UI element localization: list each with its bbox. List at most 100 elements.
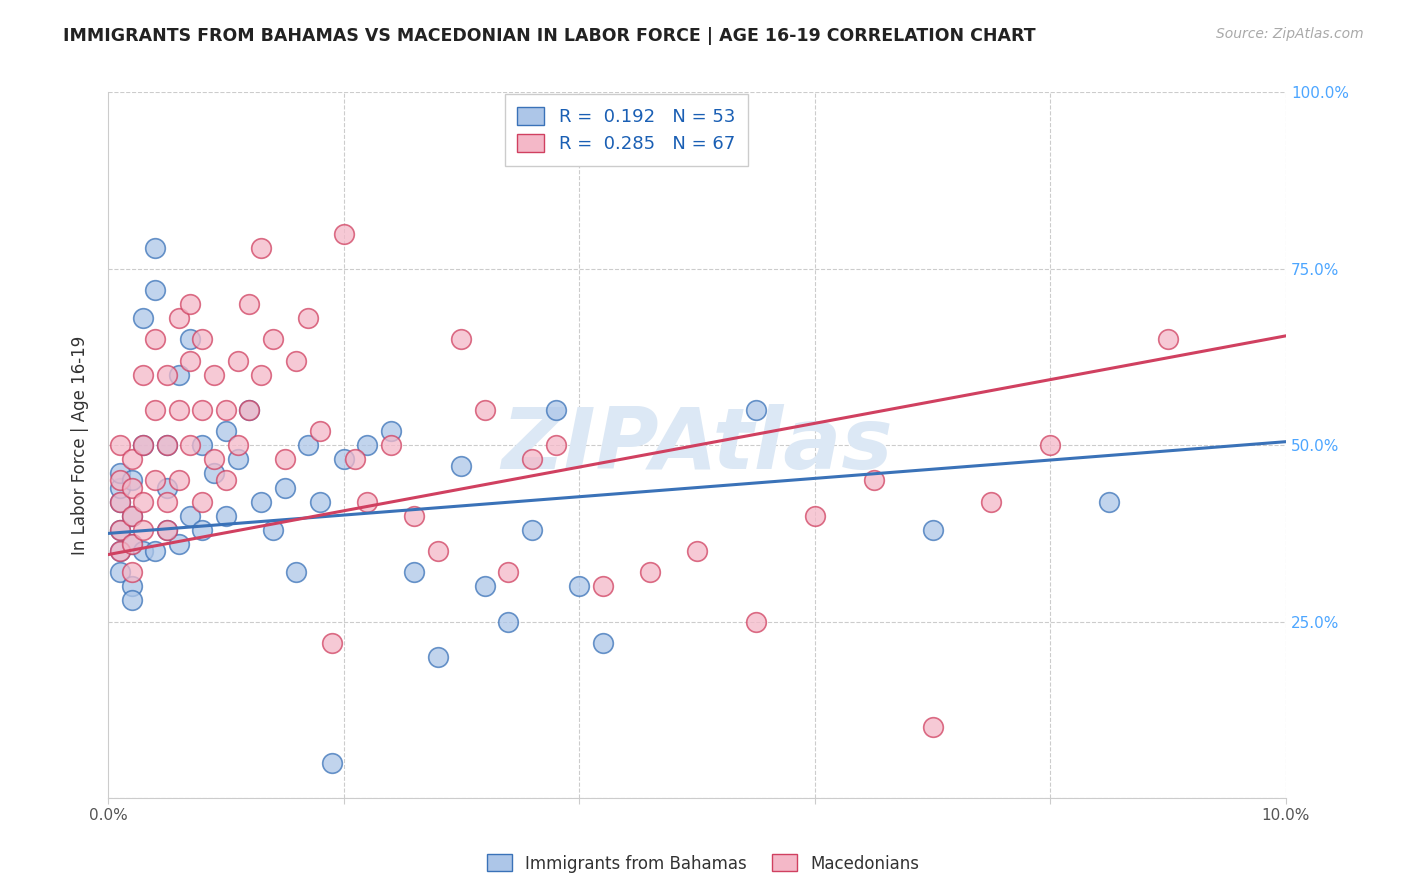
Point	[121, 481, 143, 495]
Point	[156, 523, 179, 537]
Point	[321, 756, 343, 770]
Point	[132, 544, 155, 558]
Point	[426, 649, 449, 664]
Point	[121, 566, 143, 580]
Point	[156, 438, 179, 452]
Point	[450, 332, 472, 346]
Point	[121, 593, 143, 607]
Point	[132, 438, 155, 452]
Point	[520, 523, 543, 537]
Point	[226, 353, 249, 368]
Point	[250, 494, 273, 508]
Point	[262, 332, 284, 346]
Point	[143, 332, 166, 346]
Point	[108, 523, 131, 537]
Point	[202, 467, 225, 481]
Point	[321, 636, 343, 650]
Point	[202, 368, 225, 382]
Point	[1098, 494, 1121, 508]
Point	[121, 452, 143, 467]
Point	[285, 566, 308, 580]
Point	[191, 332, 214, 346]
Point	[544, 438, 567, 452]
Point	[179, 508, 201, 523]
Point	[121, 474, 143, 488]
Point	[520, 452, 543, 467]
Point	[108, 494, 131, 508]
Point	[638, 566, 661, 580]
Point	[474, 579, 496, 593]
Point	[167, 403, 190, 417]
Point	[215, 508, 238, 523]
Point	[803, 508, 825, 523]
Point	[215, 403, 238, 417]
Point	[179, 353, 201, 368]
Legend: Immigrants from Bahamas, Macedonians: Immigrants from Bahamas, Macedonians	[479, 847, 927, 880]
Point	[215, 474, 238, 488]
Point	[226, 438, 249, 452]
Point	[156, 438, 179, 452]
Point	[332, 227, 354, 241]
Point	[862, 474, 884, 488]
Point	[179, 332, 201, 346]
Point	[568, 579, 591, 593]
Point	[191, 438, 214, 452]
Point	[143, 544, 166, 558]
Point	[167, 368, 190, 382]
Point	[686, 544, 709, 558]
Point	[297, 311, 319, 326]
Point	[309, 494, 332, 508]
Point	[167, 311, 190, 326]
Point	[285, 353, 308, 368]
Point	[238, 403, 260, 417]
Point	[745, 615, 768, 629]
Point	[156, 494, 179, 508]
Point	[167, 474, 190, 488]
Point	[143, 241, 166, 255]
Point	[179, 297, 201, 311]
Legend: R =  0.192   N = 53, R =  0.285   N = 67: R = 0.192 N = 53, R = 0.285 N = 67	[505, 95, 748, 166]
Point	[191, 403, 214, 417]
Point	[191, 523, 214, 537]
Point	[262, 523, 284, 537]
Text: IMMIGRANTS FROM BAHAMAS VS MACEDONIAN IN LABOR FORCE | AGE 16-19 CORRELATION CHA: IMMIGRANTS FROM BAHAMAS VS MACEDONIAN IN…	[63, 27, 1036, 45]
Point	[121, 508, 143, 523]
Point	[297, 438, 319, 452]
Point	[404, 508, 426, 523]
Point	[108, 467, 131, 481]
Point	[356, 494, 378, 508]
Point	[238, 403, 260, 417]
Point	[238, 297, 260, 311]
Point	[309, 424, 332, 438]
Point	[450, 459, 472, 474]
Point	[202, 452, 225, 467]
Point	[498, 566, 520, 580]
Point	[156, 368, 179, 382]
Point	[179, 438, 201, 452]
Point	[426, 544, 449, 558]
Point	[132, 438, 155, 452]
Point	[108, 474, 131, 488]
Point	[332, 452, 354, 467]
Point	[474, 403, 496, 417]
Point	[121, 537, 143, 551]
Point	[156, 523, 179, 537]
Text: Source: ZipAtlas.com: Source: ZipAtlas.com	[1216, 27, 1364, 41]
Point	[108, 566, 131, 580]
Point	[167, 537, 190, 551]
Point	[226, 452, 249, 467]
Text: ZIPAtlas: ZIPAtlas	[501, 404, 893, 487]
Point	[215, 424, 238, 438]
Point	[132, 368, 155, 382]
Point	[544, 403, 567, 417]
Point	[1157, 332, 1180, 346]
Point	[980, 494, 1002, 508]
Point	[108, 544, 131, 558]
Point	[108, 544, 131, 558]
Point	[108, 494, 131, 508]
Point	[250, 241, 273, 255]
Point	[132, 494, 155, 508]
Point	[344, 452, 367, 467]
Point	[498, 615, 520, 629]
Point	[273, 452, 295, 467]
